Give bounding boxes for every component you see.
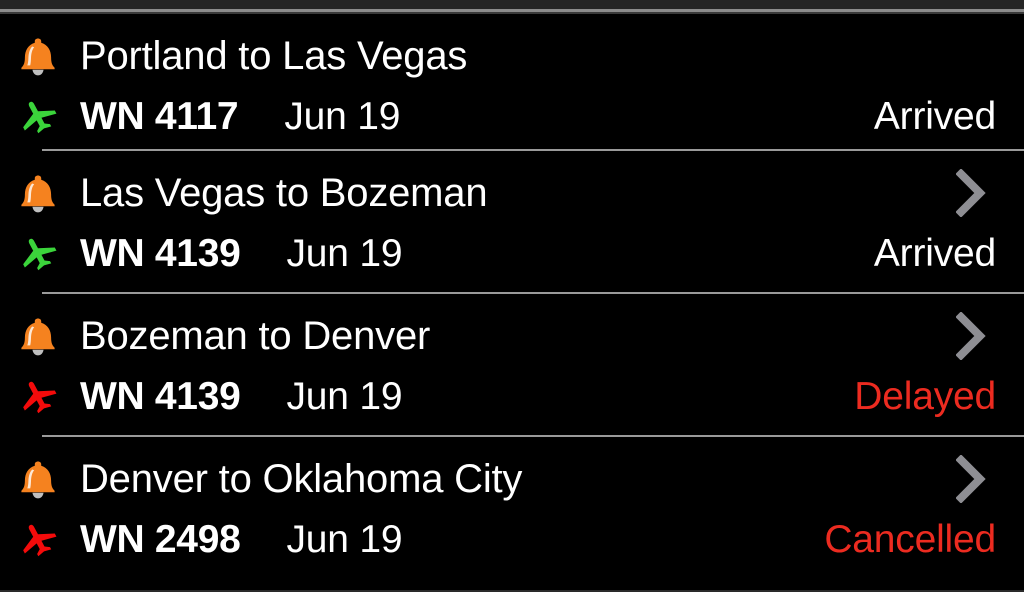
flight-list-item[interactable]: Denver to Oklahoma City WN 2498 Jun	[0, 437, 1024, 585]
flight-list: Portland to Las Vegas WN 4117 Jun 19	[0, 14, 1024, 585]
bell-icon	[14, 173, 62, 213]
flight-route: Bozeman to Denver	[80, 314, 431, 358]
chevron-right-icon[interactable]	[944, 169, 998, 217]
plane-icon-green	[14, 98, 62, 134]
flight-list-item[interactable]: Las Vegas to Bozeman WN 4139 Jun 19	[0, 151, 1024, 294]
flight-route-line: Bozeman to Denver	[0, 308, 1024, 364]
flight-list-item[interactable]: Bozeman to Denver WN 4139 Jun 19	[0, 294, 1024, 437]
flight-detail-line: WN 4139 Jun 19 Arrived	[0, 227, 1024, 279]
flight-list-item[interactable]: Portland to Las Vegas WN 4117 Jun 19	[0, 14, 1024, 151]
bell-icon	[14, 459, 62, 499]
bottom-divider	[0, 590, 1024, 592]
status-badge: Cancelled	[824, 517, 996, 561]
status-badge: Delayed	[854, 374, 996, 418]
plane-icon-green	[14, 235, 62, 271]
flight-route-line: Denver to Oklahoma City	[0, 451, 1024, 507]
flight-date: Jun 19	[286, 517, 403, 561]
flight-route-line: Las Vegas to Bozeman	[0, 165, 1024, 221]
flight-number: WN 4139	[80, 374, 241, 418]
list-separator	[42, 435, 1024, 437]
bell-icon	[14, 36, 62, 76]
flight-date: Jun 19	[286, 374, 403, 418]
plane-icon-red	[14, 378, 62, 414]
flight-route: Portland to Las Vegas	[80, 34, 468, 78]
top-divider	[0, 9, 1024, 12]
flight-detail-line: WN 2498 Jun 19 Cancelled	[0, 513, 1024, 565]
flight-detail-line: WN 4117 Jun 19 Arrived	[0, 90, 1024, 142]
plane-icon-red	[14, 521, 62, 557]
status-badge: Arrived	[873, 231, 996, 275]
top-chrome-band	[0, 0, 1024, 9]
flight-route-line: Portland to Las Vegas	[0, 28, 1024, 84]
flight-detail-line: WN 4139 Jun 19 Delayed	[0, 370, 1024, 422]
flight-route: Denver to Oklahoma City	[80, 457, 523, 501]
list-separator	[42, 292, 1024, 294]
flight-route: Las Vegas to Bozeman	[80, 171, 488, 215]
chevron-right-icon[interactable]	[944, 455, 998, 503]
chevron-right-icon[interactable]	[944, 312, 998, 360]
bell-icon	[14, 316, 62, 356]
flight-number: WN 4139	[80, 231, 241, 275]
flight-number: WN 4117	[80, 94, 239, 138]
flight-date: Jun 19	[284, 94, 401, 138]
list-separator	[42, 149, 1024, 151]
status-badge: Arrived	[873, 94, 996, 138]
top-divider-shadow	[0, 12, 1024, 14]
flight-date: Jun 19	[286, 231, 403, 275]
flight-number: WN 2498	[80, 517, 241, 561]
